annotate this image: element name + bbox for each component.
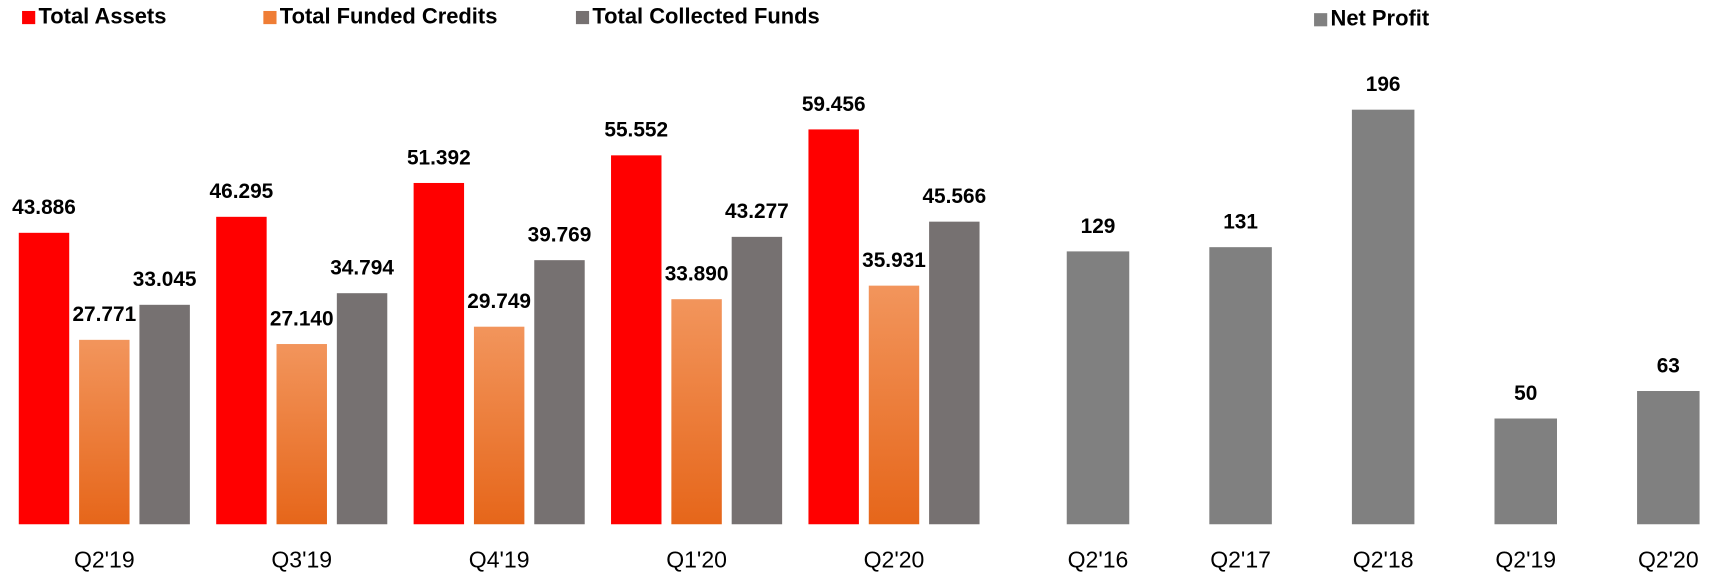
data-label: 35.931 <box>862 249 926 272</box>
data-label: 43.277 <box>725 200 789 223</box>
legend-swatch <box>575 10 590 25</box>
data-label: 50 <box>1514 382 1537 405</box>
bar <box>868 285 920 525</box>
x-tick-label: Q3'19 <box>271 547 332 573</box>
data-label: 59.456 <box>802 93 866 116</box>
data-label: 33.890 <box>665 263 729 286</box>
data-label: 63 <box>1657 354 1680 377</box>
bar <box>473 326 525 525</box>
legend-label: Total Collected Funds <box>592 3 819 28</box>
bar <box>216 216 267 525</box>
data-label: 131 <box>1223 211 1258 234</box>
legend-label: Net Profit <box>1331 6 1430 31</box>
x-tick-label: Q2'20 <box>864 547 925 573</box>
x-tick-label: Q4'19 <box>469 547 530 573</box>
data-label: 43.886 <box>12 196 76 219</box>
legend-swatch <box>22 10 36 25</box>
bar <box>929 221 980 525</box>
data-label: 129 <box>1081 215 1116 238</box>
bar <box>139 304 190 525</box>
bar <box>731 236 783 525</box>
data-label: 34.794 <box>330 257 394 280</box>
bar <box>534 260 585 525</box>
x-tick-label: Q2'16 <box>1068 547 1129 573</box>
data-label: 27.771 <box>72 303 136 326</box>
bar <box>1066 251 1130 525</box>
legend-label: Total Funded Credits <box>280 3 498 28</box>
data-label: 29.749 <box>467 290 531 313</box>
bar <box>611 155 662 525</box>
data-label: 45.566 <box>922 185 986 208</box>
bar <box>79 339 130 525</box>
bar <box>808 129 859 525</box>
data-label: 27.140 <box>270 307 334 330</box>
legend-swatch <box>263 10 277 25</box>
bar <box>413 182 465 525</box>
data-label: 196 <box>1366 73 1401 96</box>
bar <box>1494 418 1557 525</box>
x-tick-label: Q1'20 <box>666 547 727 573</box>
data-label: 33.045 <box>133 268 197 291</box>
x-tick-label: Q2'17 <box>1210 547 1271 573</box>
bar <box>1351 109 1415 525</box>
x-tick-label: Q2'18 <box>1353 547 1414 573</box>
legend-swatch <box>1314 13 1328 27</box>
bar <box>1209 247 1272 525</box>
bar <box>336 293 388 525</box>
bar <box>18 232 70 525</box>
bar <box>671 299 722 525</box>
bar <box>276 344 327 525</box>
x-tick-label: Q2'19 <box>74 547 135 573</box>
data-label: 51.392 <box>407 146 471 169</box>
data-label: 46.295 <box>210 180 274 203</box>
data-label: 55.552 <box>604 119 668 142</box>
legend-label: Total Assets <box>39 3 167 28</box>
bar <box>1637 391 1700 525</box>
x-tick-label: Q2'20 <box>1638 547 1699 573</box>
x-tick-label: Q2'19 <box>1495 547 1556 573</box>
data-label: 39.769 <box>528 224 592 247</box>
